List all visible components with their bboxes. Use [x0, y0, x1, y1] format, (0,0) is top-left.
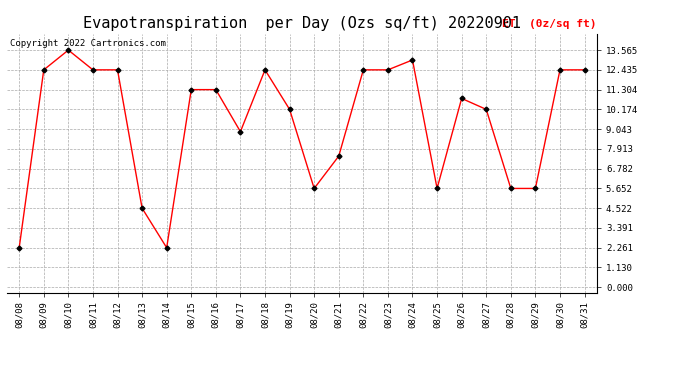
Text: Copyright 2022 Cartronics.com: Copyright 2022 Cartronics.com	[10, 39, 166, 48]
Text: ET  (0z/sq ft): ET (0z/sq ft)	[502, 19, 597, 28]
Title: Evapotranspiration  per Day (Ozs sq/ft) 20220901: Evapotranspiration per Day (Ozs sq/ft) 2…	[83, 16, 521, 31]
